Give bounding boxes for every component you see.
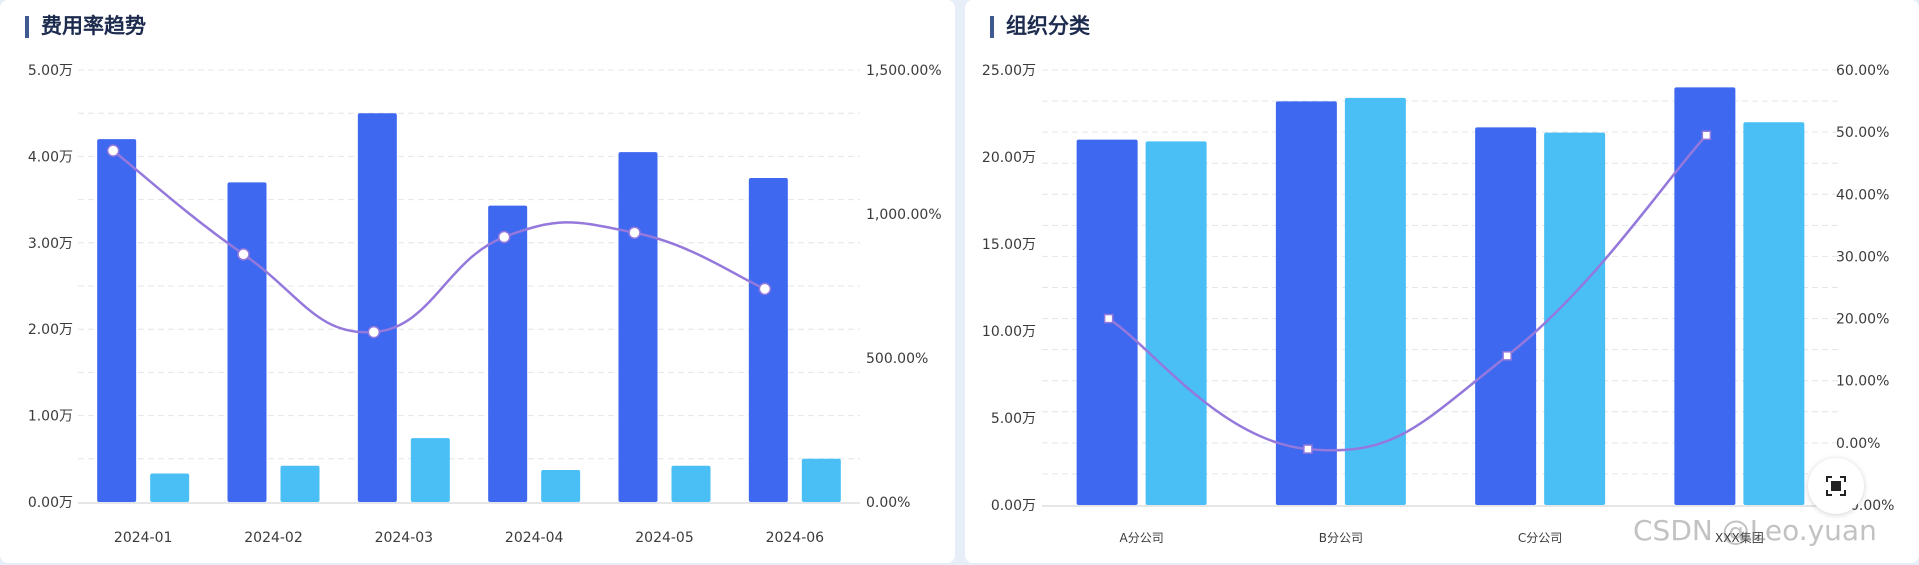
- y-left-tick-label: 5.00万: [991, 411, 1036, 427]
- fullscreen-icon: [1826, 476, 1846, 496]
- x-tick-label: 2024-04: [505, 530, 564, 546]
- y-left-tick-label: 0.00万: [991, 498, 1036, 514]
- y-right-tick-label: 50.00%: [1836, 125, 1889, 141]
- y-right-tick-label: 1,500.00%: [866, 63, 942, 79]
- y-right-tick-label: 0.00%: [1836, 436, 1880, 452]
- expense-rate-trend-panel: 费用率趋势 0.00万 1.00万 2.00万 3.00万 4.00万 5.00万 0.00…: [0, 0, 955, 563]
- x-tick-label: 2024-05: [635, 530, 694, 546]
- line-point: [237, 248, 250, 261]
- bar: [488, 205, 528, 502]
- y-left-tick-label: 2.00万: [28, 322, 73, 338]
- line-point: [628, 226, 641, 239]
- bar: [1674, 87, 1736, 506]
- x-tick-label: A分公司: [1120, 531, 1164, 545]
- bar: [1475, 127, 1537, 506]
- bar: [1275, 101, 1337, 505]
- y-left-tick-label: 25.00万: [982, 63, 1036, 79]
- fullscreen-button[interactable]: [1808, 458, 1864, 514]
- line-point: [758, 282, 772, 296]
- y-right-tick-label: 1,000.00%: [866, 207, 942, 223]
- bar: [541, 470, 581, 502]
- y-right-tick-label: 10.00%: [1836, 374, 1889, 390]
- y-left-tick-label: 1.00万: [28, 409, 73, 425]
- bar: [150, 473, 190, 502]
- chart-title: 组织分类: [990, 12, 1090, 40]
- bar: [410, 438, 450, 502]
- y-left-tick-label: 3.00万: [28, 236, 73, 252]
- line-point: [1103, 313, 1114, 324]
- bar: [1743, 122, 1805, 505]
- watermark: CSDN @Leo.yuan: [1633, 514, 1877, 547]
- expense-rate-chart: 0.00万 1.00万 2.00万 3.00万 4.00万 5.00万 0.00% 500.0…: [28, 63, 942, 546]
- y-right-tick-label: 30.00%: [1836, 249, 1889, 265]
- organization-category-chart: 0.00万5.00万10.00万15.00万20.00万25.00万-10.00…: [982, 63, 1895, 545]
- x-tick-label: B分公司: [1319, 531, 1363, 545]
- bar: [357, 113, 397, 502]
- line-point: [497, 230, 511, 244]
- chart-title: 费用率趋势: [25, 12, 146, 40]
- bar: [97, 139, 137, 502]
- x-tick-label: 2024-06: [766, 530, 825, 546]
- line-point: [367, 325, 381, 339]
- y-left-tick-label: 4.00万: [28, 149, 73, 165]
- y-right-tick-label: 20.00%: [1836, 312, 1889, 328]
- y-left-tick-label: 15.00万: [982, 237, 1036, 253]
- bar: [801, 458, 841, 502]
- bar: [1145, 141, 1207, 505]
- line-point: [1303, 444, 1313, 454]
- x-tick-label: XXX集团: [1715, 530, 1764, 545]
- y-left-tick-label: 20.00万: [982, 150, 1036, 166]
- bar: [618, 152, 658, 502]
- line-point: [1502, 351, 1512, 361]
- bar: [1344, 97, 1406, 505]
- y-left-tick-label: 10.00万: [982, 324, 1036, 340]
- line-point: [1701, 130, 1712, 140]
- bar: [1544, 132, 1606, 505]
- x-tick-label: 2024-02: [244, 530, 303, 546]
- y-right-tick-label: 500.00%: [866, 351, 928, 367]
- y-right-tick-label: 60.00%: [1836, 63, 1889, 79]
- y-left-tick-label: 0.00万: [28, 495, 73, 511]
- series-line: [1107, 134, 1708, 452]
- bar: [227, 182, 267, 502]
- x-tick-label: 2024-03: [375, 530, 434, 546]
- bar: [748, 178, 788, 502]
- series-line: [112, 149, 766, 334]
- y-right-tick-label: 40.00%: [1836, 187, 1889, 203]
- x-tick-label: 2024-01: [114, 530, 173, 546]
- x-tick-label: C分公司: [1518, 531, 1562, 545]
- bar: [671, 465, 711, 502]
- y-right-tick-label: 0.00%: [866, 495, 910, 511]
- bar: [280, 465, 320, 502]
- y-left-tick-label: 5.00万: [28, 63, 73, 79]
- line-point: [106, 144, 120, 157]
- organization-category-panel: 组织分类 0.00万 5.00万 10.00万 15.00万 20.00万 25.00万 -…: [965, 0, 1919, 563]
